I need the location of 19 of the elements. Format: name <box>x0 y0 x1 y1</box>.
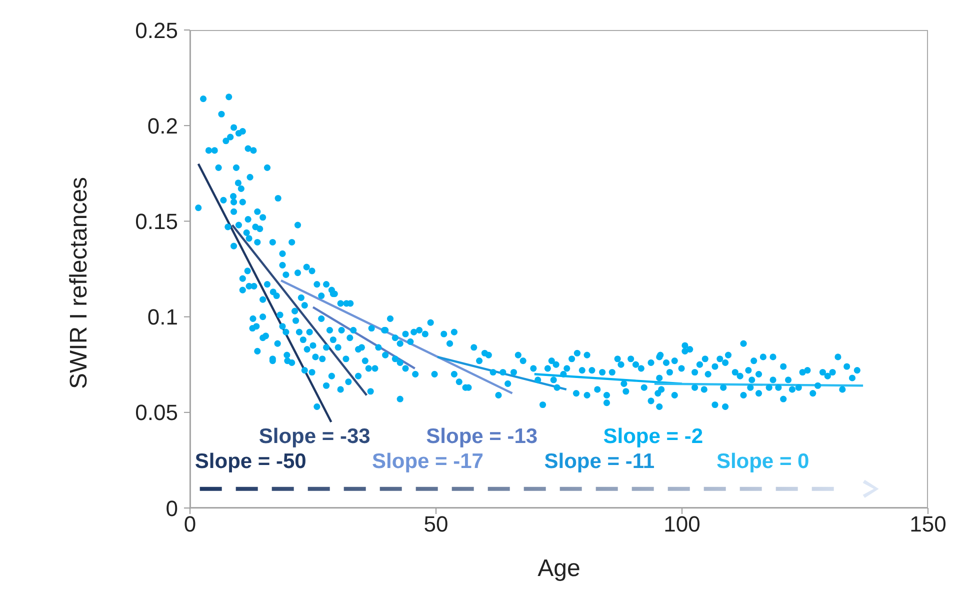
x-tick-label: 150 <box>910 512 946 537</box>
text: Slope = -11 <box>544 450 655 473</box>
y-tick-label: 0 <box>166 496 178 521</box>
y-tick-label: 0.1 <box>147 304 178 330</box>
y-axis-title: SWIR I reflectances <box>66 176 93 389</box>
x-axis-title: Age <box>538 555 580 582</box>
text: Slope = 0 <box>716 450 810 473</box>
y-tick-label: 0.25 <box>135 18 178 43</box>
text: Slope = -13 <box>426 424 538 448</box>
x-tick-label: 50 <box>424 512 448 537</box>
y-tick-label: 0.15 <box>135 209 178 234</box>
x-tick-label: 100 <box>664 512 700 537</box>
text: Slope = -2 <box>603 424 704 448</box>
series-label: Slope = -50 <box>194 450 306 473</box>
text: Slope = -17 <box>372 450 484 473</box>
y-tick-label: 0.2 <box>147 113 178 138</box>
y-tick-label: 0.05 <box>135 400 178 426</box>
x-tick-label: 0 <box>184 512 196 537</box>
series-label: Slope = -33 <box>258 424 370 448</box>
